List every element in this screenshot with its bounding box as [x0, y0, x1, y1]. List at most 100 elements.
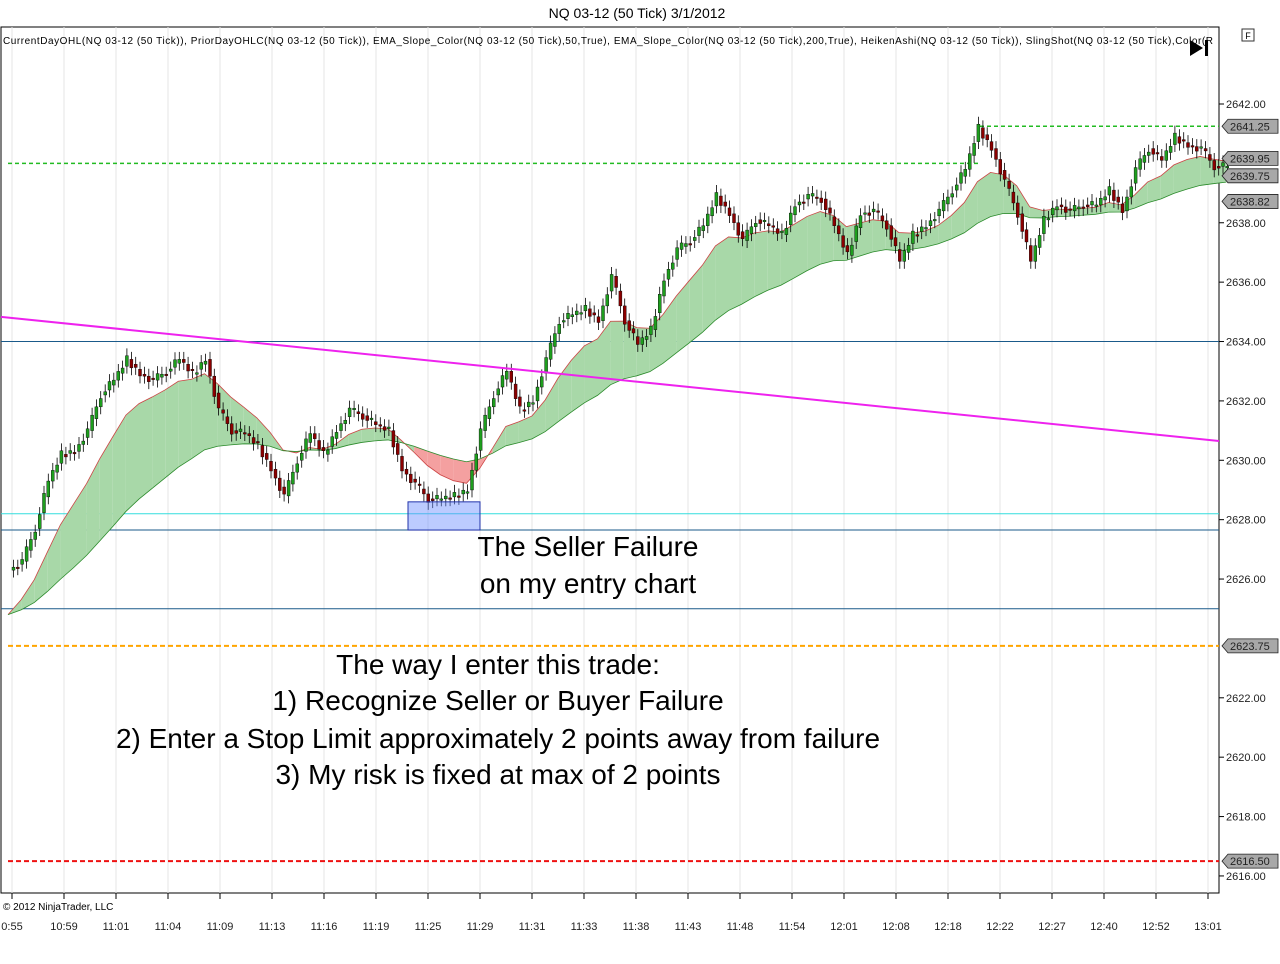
- candle-body: [1177, 136, 1182, 144]
- ema-band-segment: [925, 225, 939, 248]
- x-tick-label: 11:43: [675, 921, 702, 933]
- candle-body: [644, 336, 649, 340]
- x-tick-label: 13:01: [1194, 921, 1222, 933]
- candle-body: [1024, 229, 1029, 243]
- ema-band-segment: [584, 338, 598, 403]
- candle-body: [601, 305, 605, 321]
- candle-body: [251, 437, 256, 444]
- candle-body: [614, 276, 618, 288]
- candle-body: [1195, 146, 1199, 152]
- candle-body: [72, 452, 77, 455]
- candle-body: [1151, 148, 1155, 155]
- candle-body: [29, 539, 33, 551]
- candle-body: [470, 469, 474, 491]
- candle-body: [1059, 204, 1064, 208]
- ema-band-segment: [1173, 159, 1187, 194]
- ema-band-segment: [938, 215, 952, 244]
- candle-body: [518, 396, 522, 407]
- candle-body: [871, 208, 876, 213]
- candle-body: [387, 426, 391, 429]
- candle-body: [1064, 206, 1068, 213]
- x-tick-label: 12:01: [830, 921, 858, 933]
- candle-body: [1007, 180, 1011, 189]
- candle-body: [1116, 196, 1120, 203]
- candle-body: [90, 414, 94, 431]
- candle-body: [208, 359, 212, 377]
- y-tick-label: 2620.00: [1226, 752, 1266, 764]
- candle-body: [452, 492, 457, 498]
- candle-body: [824, 198, 828, 210]
- candle-body: [1103, 196, 1107, 201]
- candle-body: [955, 184, 959, 191]
- instructions-line-4: 3) My risk is fixed at max of 2 points: [275, 759, 720, 790]
- x-tick-label: 12:40: [1090, 921, 1118, 933]
- candle-body: [400, 456, 404, 472]
- candle-body: [334, 432, 339, 439]
- candle-body: [505, 371, 509, 380]
- candle-body: [1221, 162, 1225, 167]
- price-marker-label: 2623.75: [1230, 641, 1270, 653]
- ema-band-segment: [977, 172, 991, 224]
- ema-band-segment: [820, 211, 834, 265]
- ema-band-segment: [86, 458, 100, 556]
- candle-body: [422, 488, 426, 495]
- y-tick-label: 2632.00: [1226, 396, 1266, 408]
- candle-body: [540, 376, 544, 388]
- candle-body: [33, 531, 37, 540]
- ema-band-segment: [702, 245, 716, 333]
- go-to-latest-icon[interactable]: [1190, 40, 1208, 56]
- candle-body: [828, 207, 832, 214]
- candle-body: [1155, 152, 1160, 155]
- ema-band-segment: [689, 265, 703, 343]
- candle-body: [492, 398, 496, 408]
- candle-body: [304, 438, 308, 452]
- candle-body: [300, 452, 304, 461]
- ema-band-segment: [125, 403, 139, 512]
- candle-body: [1072, 205, 1077, 212]
- f-button[interactable]: F: [1241, 28, 1255, 42]
- candle-body: [1199, 146, 1203, 149]
- candle-body: [1081, 206, 1085, 209]
- candle-body: [867, 212, 871, 216]
- candle-body: [972, 143, 976, 156]
- ema-band-segment: [571, 345, 585, 413]
- ema-band-segment: [414, 446, 428, 466]
- candle-body: [391, 430, 396, 448]
- candle-body: [1133, 167, 1138, 184]
- price-marker: 2639.75: [1221, 168, 1279, 184]
- candle-body: [16, 566, 20, 569]
- price-marker-label: 2616.50: [1230, 856, 1270, 868]
- candle-body: [837, 225, 841, 235]
- candle-body: [203, 360, 208, 365]
- price-marker: 2639.95: [1221, 150, 1279, 166]
- candle-body: [151, 377, 155, 380]
- candle-body: [789, 212, 793, 225]
- candle-body: [1164, 150, 1169, 161]
- ema-band-segment: [728, 236, 742, 311]
- candle-body: [38, 514, 42, 529]
- ema-band-segment: [152, 389, 166, 489]
- candle-body: [1203, 148, 1208, 152]
- candle-body: [989, 141, 994, 151]
- candle-body: [260, 445, 265, 458]
- ema-band-segment: [951, 202, 965, 240]
- price-marker: 2623.75: [1221, 638, 1279, 654]
- x-tick-label: 11:09: [207, 921, 234, 933]
- candle-body: [77, 444, 81, 452]
- y-tick-label: 2634.00: [1226, 337, 1266, 349]
- candle-body: [832, 216, 836, 226]
- candle-body: [679, 242, 684, 250]
- candle-body: [675, 247, 679, 260]
- candle-body: [745, 229, 749, 241]
- candle-body: [24, 546, 29, 562]
- candle-body: [1090, 201, 1094, 206]
- ema-band-segment: [47, 524, 61, 592]
- candle-body: [906, 245, 911, 253]
- candle-body: [138, 369, 142, 377]
- ema-band-segment: [649, 314, 663, 372]
- x-tick-label: 12:27: [1038, 921, 1066, 933]
- candle-body: [51, 470, 55, 482]
- candle-body: [570, 314, 574, 317]
- candle-body: [1020, 213, 1024, 232]
- candle-body: [509, 371, 513, 383]
